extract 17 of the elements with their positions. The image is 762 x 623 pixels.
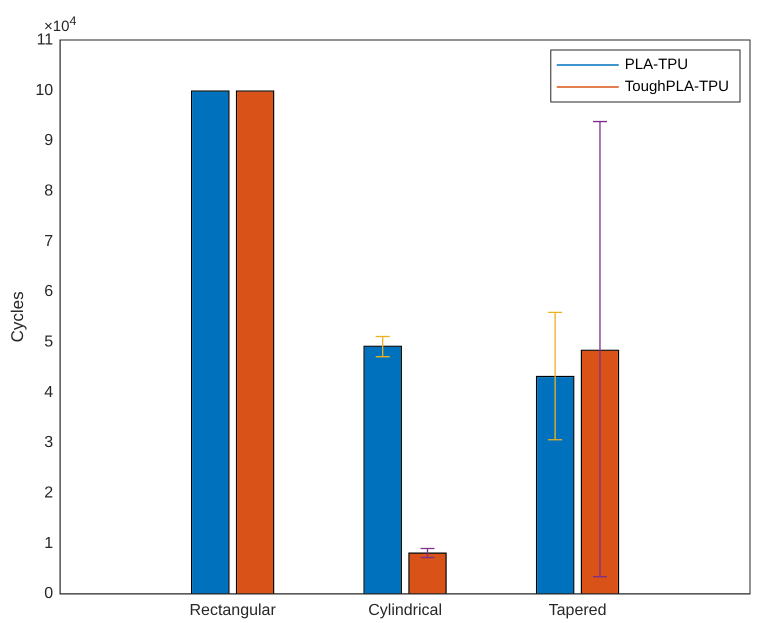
y-tick-label: 1 (44, 534, 54, 552)
y-tick-label: 10 (35, 82, 54, 99)
y-tick-label: 6 (44, 283, 54, 300)
y-tick-label: 2 (44, 484, 54, 502)
y-tick-label: 3 (44, 434, 54, 452)
legend-label: ToughPLA-TPU (624, 78, 729, 96)
y-axis-title: Cycles (8, 291, 27, 342)
y-tick-label: 8 (44, 182, 54, 200)
y-tick-label: 5 (44, 333, 54, 350)
x-tick-label: Tapered (548, 602, 606, 619)
x-tick-label: Rectangular (190, 602, 276, 619)
x-tick-label: Cylindrical (368, 602, 442, 619)
y-tick-label: 4 (44, 384, 54, 401)
y-tick-label: 9 (44, 132, 54, 150)
y-tick-label: 0 (44, 585, 54, 602)
legend-label: PLA-TPU (624, 56, 688, 74)
y-tick-label: 7 (44, 232, 54, 250)
